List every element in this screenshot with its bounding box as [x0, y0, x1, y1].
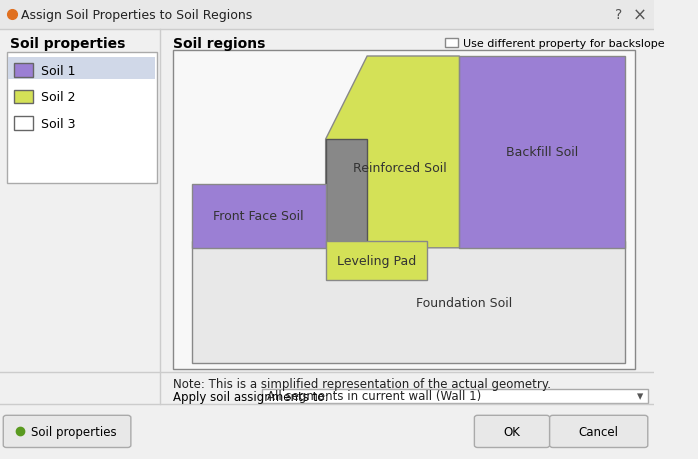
Text: Apply soil assignments to:: Apply soil assignments to:: [173, 391, 329, 403]
Text: OK: OK: [503, 425, 520, 438]
Text: Soil properties: Soil properties: [31, 425, 117, 438]
FancyBboxPatch shape: [8, 58, 155, 80]
FancyBboxPatch shape: [15, 64, 33, 78]
Text: Assign Soil Properties to Soil Regions: Assign Soil Properties to Soil Regions: [21, 9, 252, 22]
Text: Note: This is a simplified representation of the actual geometry.: Note: This is a simplified representatio…: [173, 377, 551, 390]
Polygon shape: [326, 57, 459, 248]
Text: Leveling Pad: Leveling Pad: [336, 255, 416, 268]
Text: Backfill Soil: Backfill Soil: [506, 146, 579, 159]
FancyBboxPatch shape: [326, 140, 367, 248]
FancyBboxPatch shape: [549, 415, 648, 448]
FancyBboxPatch shape: [3, 415, 131, 448]
FancyBboxPatch shape: [173, 50, 634, 369]
Text: Soil 3: Soil 3: [40, 118, 75, 131]
FancyBboxPatch shape: [445, 39, 458, 48]
FancyBboxPatch shape: [15, 90, 33, 104]
FancyBboxPatch shape: [0, 0, 654, 30]
FancyBboxPatch shape: [15, 117, 33, 131]
Text: Soil 1: Soil 1: [40, 65, 75, 78]
Text: Soil properties: Soil properties: [10, 37, 125, 50]
Text: ?: ?: [615, 8, 622, 22]
Text: All segments in current wall (Wall 1): All segments in current wall (Wall 1): [267, 390, 481, 403]
FancyBboxPatch shape: [459, 57, 625, 248]
FancyBboxPatch shape: [0, 30, 654, 404]
FancyBboxPatch shape: [326, 242, 427, 280]
Text: Soil regions: Soil regions: [173, 37, 266, 50]
Text: Cancel: Cancel: [579, 425, 618, 438]
Text: ▾: ▾: [637, 390, 643, 403]
Text: Reinforced Soil: Reinforced Soil: [352, 162, 446, 175]
Text: Foundation Soil: Foundation Soil: [416, 296, 512, 309]
Text: Front Face Soil: Front Face Soil: [214, 210, 304, 223]
Text: ×: ×: [633, 6, 647, 24]
FancyBboxPatch shape: [262, 389, 648, 403]
FancyBboxPatch shape: [475, 415, 549, 448]
FancyBboxPatch shape: [0, 404, 654, 459]
FancyBboxPatch shape: [192, 185, 326, 248]
Text: Soil 2: Soil 2: [40, 91, 75, 104]
FancyBboxPatch shape: [192, 242, 625, 363]
Text: Use different property for backslope: Use different property for backslope: [463, 39, 665, 49]
FancyBboxPatch shape: [6, 53, 157, 184]
